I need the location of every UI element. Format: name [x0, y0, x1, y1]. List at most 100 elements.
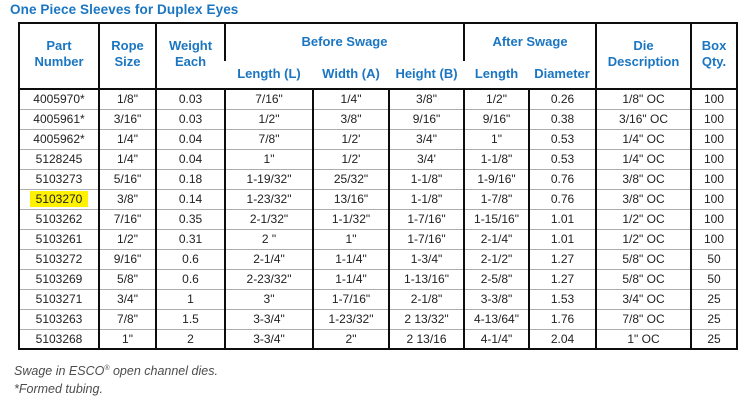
cell-weight_each: 0.18	[155, 168, 225, 189]
table-row: 5103273 5/16" 0.18 1-19/32" 25/32" 1-1/8" 1-9/…	[19, 168, 738, 189]
cell-before_length: 1-19/32"	[224, 168, 313, 189]
cell-part_number: 5103261	[19, 228, 99, 249]
cell-after_diameter: 1.76	[527, 308, 597, 329]
cell-rope_size: 1/2"	[98, 228, 156, 249]
cell-weight_each: 0.03	[155, 88, 225, 109]
table-row: 5103270 3/8" 0.14 1-23/32" 13/16" 1-1/8" 1-7/8…	[19, 188, 738, 209]
cell-before_length: 1/2"	[224, 108, 313, 129]
cell-box_qty: 100	[690, 128, 738, 149]
cell-part_number: 5103270	[19, 188, 99, 209]
cell-rope_size: 1/8"	[98, 88, 156, 109]
table-header: Part Number Rope Size Weight Each Before…	[19, 23, 738, 89]
cell-box_qty: 100	[690, 108, 738, 129]
table-row: 4005961* 3/16" 0.03 1/2" 3/8" 9/16" 9/16" 0.38 3…	[19, 108, 738, 129]
cell-after_diameter: 2.04	[527, 328, 597, 349]
cell-die_description: 1/2" OC	[595, 228, 692, 249]
cell-after_diameter: 1.53	[527, 288, 597, 309]
col-header-die-description: Die Description	[595, 23, 692, 89]
cell-after_length: 1"	[463, 128, 529, 149]
cell-after_length: 2-1/4"	[463, 228, 529, 249]
cell-before_width: 13/16"	[312, 188, 389, 209]
cell-box_qty: 100	[690, 208, 738, 229]
highlighted-part-number: 5103270	[29, 191, 89, 207]
cell-after_diameter: 1.27	[527, 268, 597, 289]
cell-before_length: 1-23/32"	[224, 188, 313, 209]
cell-after_diameter: 0.26	[527, 88, 597, 109]
cell-before_height: 2 13/32"	[388, 308, 464, 329]
cell-after_length: 9/16"	[463, 108, 529, 129]
cell-box_qty: 25	[690, 308, 738, 329]
cell-die_description: 7/8" OC	[595, 308, 692, 329]
col-header-part-number: Part Number	[34, 37, 84, 69]
cell-after_length: 4-13/64"	[463, 308, 529, 329]
registered-mark: ®	[104, 365, 110, 372]
cell-rope_size: 1/4"	[98, 128, 156, 149]
cell-after_length: 2-5/8"	[463, 268, 529, 289]
cell-weight_each: 1.5	[155, 308, 225, 329]
cell-rope_size: 3/4"	[98, 288, 156, 309]
footnote-swage-text-end: open channel dies.	[109, 364, 218, 379]
table-body: 4005970* 1/8" 0.03 7/16" 1/4" 3/8" 1/2" 0.26 1/8…	[19, 88, 738, 349]
cell-before_width: 1-1/4"	[312, 268, 389, 289]
cell-before_length: 3-3/4"	[224, 308, 313, 329]
cell-before_height: 1-1/8"	[388, 168, 464, 189]
cell-before_width: 3/8"	[312, 108, 389, 129]
cell-weight_each: 2	[155, 328, 225, 349]
cell-after_diameter: 0.76	[527, 168, 597, 189]
cell-before_height: 2 13/16	[388, 328, 464, 349]
cell-rope_size: 5/16"	[98, 168, 156, 189]
cell-part_number: 5103263	[19, 308, 99, 329]
cell-after_diameter: 1.01	[527, 228, 597, 249]
cell-die_description: 1/4" OC	[595, 148, 692, 169]
cell-rope_size: 7/16"	[98, 208, 156, 229]
cell-before_length: 1"	[224, 148, 313, 169]
cell-before_width: 1-1/4"	[312, 248, 389, 269]
footnote-swage-text: Swage in ESCO	[14, 364, 105, 379]
cell-part_number: 4005961*	[19, 108, 99, 129]
table-row: 5103271 3/4" 1 3" 1-7/16" 2-1/8" 3-3/8" 1.53 3/4…	[19, 288, 738, 309]
cell-die_description: 5/8" OC	[595, 248, 692, 269]
cell-box_qty: 100	[690, 188, 738, 209]
cell-die_description: 5/8" OC	[595, 268, 692, 289]
cell-box_qty: 100	[690, 168, 738, 189]
cell-after_diameter: 0.53	[527, 148, 597, 169]
cell-weight_each: 0.6	[155, 268, 225, 289]
cell-weight_each: 0.14	[155, 188, 225, 209]
cell-before_height: 3/8"	[388, 88, 464, 109]
col-header-weight-each: Weight Each	[155, 23, 225, 89]
cell-before_length: 2-1/32"	[224, 208, 313, 229]
cell-after_length: 3-3/8"	[463, 288, 529, 309]
cell-before_width: 1-23/32"	[312, 308, 389, 329]
cell-before_width: 1/4"	[312, 88, 389, 109]
col-header-before-width: Width (A)	[322, 66, 380, 82]
cell-weight_each: 0.35	[155, 208, 225, 229]
table-row: 5103263 7/8" 1.5 3-3/4" 1-23/32" 2 13/32" 4-13…	[19, 308, 738, 329]
table-row: 4005970* 1/8" 0.03 7/16" 1/4" 3/8" 1/2" 0.26 1/8…	[19, 88, 738, 109]
cell-rope_size: 7/8"	[98, 308, 156, 329]
cell-before_height: 3/4"	[388, 128, 464, 149]
col-header-box-qty: Box Qty.	[690, 23, 738, 89]
cell-before_width: 1-7/16"	[312, 288, 389, 309]
cell-after_length: 4-1/4"	[463, 328, 529, 349]
cell-part_number: 5128245	[19, 148, 99, 169]
cell-die_description: 3/8" OC	[595, 188, 692, 209]
cell-before_height: 1-3/4"	[388, 248, 464, 269]
cell-rope_size: 1"	[98, 328, 156, 349]
sleeves-spec-table: Part Number Rope Size Weight Each Before…	[18, 22, 739, 350]
cell-part_number: 4005962*	[19, 128, 99, 149]
cell-after_diameter: 1.27	[527, 248, 597, 269]
cell-before_width: 1/2'	[312, 148, 389, 169]
col-header-before-height: Height (B)	[395, 66, 458, 82]
cell-weight_each: 0.6	[155, 248, 225, 269]
cell-die_description: 1" OC	[595, 328, 692, 349]
cell-part_number: 5103271	[19, 288, 99, 309]
cell-box_qty: 100	[690, 228, 738, 249]
col-group-after-swage: After Swage	[462, 23, 597, 61]
cell-after_length: 1-9/16"	[463, 168, 529, 189]
table-row: 5103268 1" 2 3-3/4" 2" 2 13/16 4-1/4" 2.04 1" OC…	[19, 328, 738, 349]
col-header-after-length: Length	[474, 66, 519, 82]
cell-before_height: 3/4'	[388, 148, 464, 169]
cell-box_qty: 100	[690, 88, 738, 109]
cell-box_qty: 50	[690, 268, 738, 289]
cell-weight_each: 0.03	[155, 108, 225, 129]
